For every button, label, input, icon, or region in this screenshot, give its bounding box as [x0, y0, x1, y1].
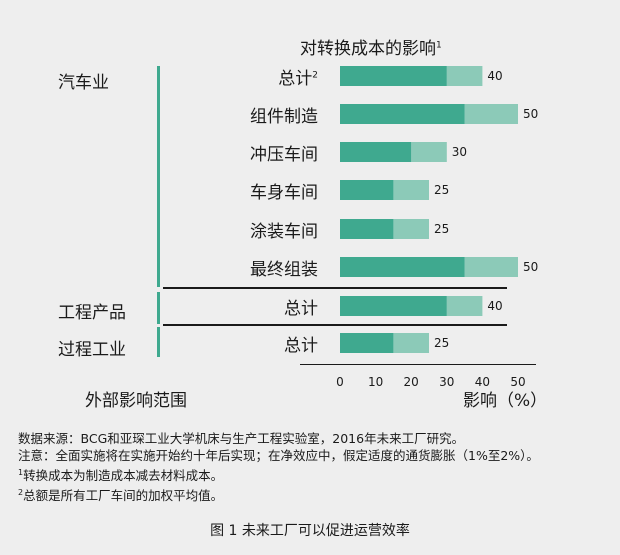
sector-bracket	[157, 327, 160, 357]
row-label: 最终组装	[250, 260, 318, 280]
row-label: 冲压车间	[250, 145, 318, 165]
bar-segment-dark	[340, 333, 394, 353]
bar-segment-light	[464, 104, 518, 124]
bar-value-label: 25	[434, 336, 449, 350]
bar-value-label: 25	[434, 222, 449, 236]
bar-value-label: 25	[434, 183, 449, 197]
group-separator	[163, 324, 507, 326]
bar-segment-light	[393, 333, 429, 353]
bar-segment-light	[464, 257, 518, 277]
implementation-note: 注意：全面实施将在实施开始约十年后实现；在净效应中，假定适度的通货膨胀（1%至2…	[18, 448, 539, 463]
bar-segment-dark	[340, 66, 447, 86]
row-label: 总计2	[278, 69, 318, 89]
x-tick-label: 20	[404, 375, 419, 389]
row-label: 车身车间	[250, 183, 318, 203]
bar-segment-dark	[340, 142, 412, 162]
footnote-2: 2总额是所有工厂车间的加权平均值。	[18, 488, 224, 504]
bar-segment-dark	[340, 104, 465, 124]
bar-segment-light	[446, 66, 483, 86]
footnote-1: 1转换成本为制造成本减去材料成本。	[18, 468, 224, 484]
figure-notes: 数据来源：BCG和亚琛工业大学机床与生产工程实验室，2016年未来工厂研究。 注…	[18, 430, 618, 504]
x-tick-label: 50	[510, 375, 525, 389]
x-axis-line	[300, 364, 536, 365]
sector-label: 工程产品	[58, 303, 126, 323]
bar-segment-light	[393, 180, 429, 200]
x-axis-title: 影响（%）	[463, 391, 548, 411]
bar-value-label: 30	[452, 145, 467, 159]
x-tick-label: 10	[368, 375, 383, 389]
row-label: 组件制造	[250, 107, 318, 127]
bar-segment-dark	[340, 180, 394, 200]
x-tick-label: 30	[439, 375, 454, 389]
sector-label: 过程工业	[58, 340, 126, 360]
bar-segment-light	[411, 142, 447, 162]
row-label: 总计	[284, 299, 318, 319]
row-label: 涂装车间	[250, 222, 318, 242]
bar-segment-light	[393, 219, 429, 239]
sector-bracket	[157, 66, 160, 287]
source-note: 数据来源：BCG和亚琛工业大学机床与生产工程实验室，2016年未来工厂研究。	[18, 431, 465, 446]
bar-value-label: 40	[487, 69, 502, 83]
bar-value-label: 40	[487, 299, 502, 313]
row-label: 总计	[284, 336, 318, 356]
chart-title: 对转换成本的影响1	[300, 39, 442, 59]
sector-label: 汽车业	[58, 73, 109, 93]
bar-value-label: 50	[523, 260, 538, 274]
bar-segment-light	[446, 296, 483, 316]
bar-segment-dark	[340, 296, 447, 316]
x-tick-label: 40	[475, 375, 490, 389]
x-tick-label: 0	[336, 375, 344, 389]
bar-value-label: 50	[523, 107, 538, 121]
y-axis-title: 外部影响范围	[85, 391, 187, 411]
figure-caption: 图 1 未来工厂可以促进运营效率	[210, 523, 410, 539]
group-separator	[163, 287, 507, 289]
bar-segment-dark	[340, 219, 394, 239]
bar-segment-dark	[340, 257, 465, 277]
sector-bracket	[157, 292, 160, 324]
